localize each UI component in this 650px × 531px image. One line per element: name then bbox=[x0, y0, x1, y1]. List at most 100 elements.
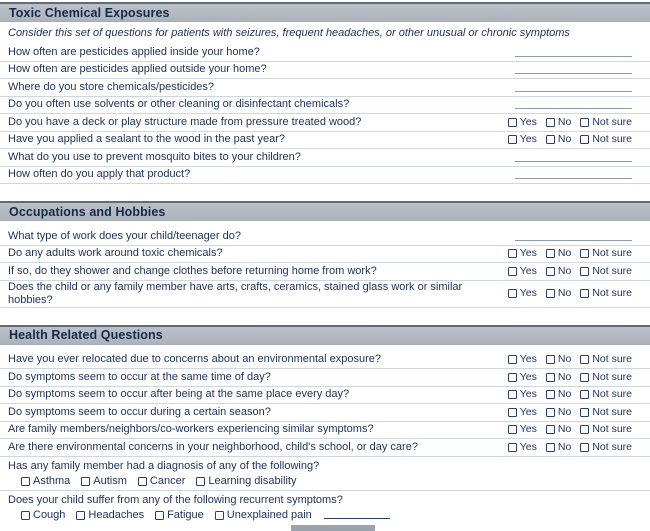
checkbox-icon[interactable] bbox=[580, 135, 590, 145]
checkbox-icon[interactable] bbox=[545, 117, 555, 127]
checklist-option[interactable]: Cough bbox=[21, 509, 65, 521]
answer-blank[interactable] bbox=[515, 90, 632, 92]
section-header: Toxic Chemical Exposures bbox=[0, 2, 650, 22]
choice-yes[interactable]: Yes bbox=[507, 389, 537, 400]
checkbox-icon[interactable] bbox=[580, 249, 590, 259]
choice-not-sure[interactable]: Not sure bbox=[580, 134, 632, 145]
checkbox-icon[interactable] bbox=[21, 510, 30, 520]
choice-not-sure[interactable]: Not sure bbox=[580, 389, 632, 400]
choice-no[interactable]: No bbox=[545, 389, 571, 400]
checkbox-icon[interactable] bbox=[580, 289, 590, 298]
choice-label: Yes bbox=[519, 115, 537, 128]
answer-blank[interactable] bbox=[515, 239, 632, 241]
choice-not-sure[interactable]: Not sure bbox=[580, 248, 632, 259]
checkbox-icon[interactable] bbox=[76, 510, 86, 520]
checkbox-icon[interactable] bbox=[507, 266, 517, 276]
checkbox-icon[interactable] bbox=[545, 407, 555, 417]
checkbox-icon[interactable] bbox=[196, 476, 206, 486]
choice-no[interactable]: No bbox=[545, 248, 571, 259]
checkbox-icon[interactable] bbox=[545, 390, 555, 400]
choice-yes[interactable]: Yes bbox=[507, 288, 537, 299]
checkbox-icon[interactable] bbox=[507, 390, 517, 400]
checkbox-icon[interactable] bbox=[507, 425, 517, 435]
checkbox-icon[interactable] bbox=[507, 355, 517, 365]
checklist-option[interactable]: Unexplained pain bbox=[214, 509, 312, 521]
answer-shaded-blank[interactable] bbox=[291, 525, 375, 531]
checklist-option[interactable]: Learning disability bbox=[196, 475, 296, 487]
choice-yes[interactable]: Yes bbox=[507, 424, 537, 435]
checkbox-icon[interactable] bbox=[580, 372, 590, 382]
choice-no[interactable]: No bbox=[545, 288, 571, 299]
choice-yes[interactable]: Yes bbox=[507, 353, 537, 366]
checkbox-icon[interactable] bbox=[580, 425, 590, 435]
checkbox-icon[interactable] bbox=[507, 117, 517, 127]
checkbox-icon[interactable] bbox=[545, 266, 555, 276]
choice-no[interactable]: No bbox=[545, 424, 571, 435]
choice-label: No bbox=[557, 440, 572, 453]
checkbox-icon[interactable] bbox=[21, 476, 30, 486]
checkbox-icon[interactable] bbox=[580, 117, 590, 127]
checklist-option[interactable]: Autism bbox=[81, 475, 127, 487]
checkbox-icon[interactable] bbox=[580, 266, 590, 276]
choice-not-sure[interactable]: Not sure bbox=[580, 354, 632, 365]
answer-blank[interactable] bbox=[515, 160, 632, 162]
checkbox-icon[interactable] bbox=[155, 510, 165, 520]
answer-blank[interactable] bbox=[515, 55, 632, 57]
checklist-option[interactable]: Cancer bbox=[137, 475, 185, 487]
choice-not-sure[interactable]: Not sure bbox=[580, 424, 632, 435]
checkbox-icon[interactable] bbox=[507, 249, 517, 259]
choice-yes[interactable]: Yes bbox=[507, 441, 537, 453]
choice-yes[interactable]: Yes bbox=[507, 248, 537, 259]
checkbox-icon[interactable] bbox=[137, 476, 147, 486]
checkbox-icon[interactable] bbox=[545, 135, 555, 145]
choice-no[interactable]: No bbox=[545, 265, 571, 277]
choice-no[interactable]: No bbox=[545, 134, 571, 145]
choice-no[interactable]: No bbox=[545, 405, 572, 418]
choice-not-sure[interactable]: Not sure bbox=[580, 288, 632, 299]
choice-yes[interactable]: Yes bbox=[507, 265, 537, 277]
choice-yes[interactable]: Yes bbox=[507, 115, 537, 128]
choice-label: Not sure bbox=[592, 405, 632, 418]
choice-not-sure[interactable]: Not sure bbox=[580, 265, 632, 277]
choice-not-sure[interactable]: Not sure bbox=[580, 441, 632, 453]
checkbox-icon[interactable] bbox=[507, 135, 517, 145]
checkbox-icon[interactable] bbox=[580, 390, 590, 400]
answer-blank[interactable] bbox=[515, 178, 632, 179]
answer-blank[interactable] bbox=[515, 73, 632, 74]
choice-no[interactable]: No bbox=[545, 440, 572, 453]
checkbox-icon[interactable] bbox=[507, 289, 517, 298]
choice-not-sure[interactable]: Not sure bbox=[580, 116, 632, 128]
choice-yes[interactable]: Yes bbox=[507, 371, 537, 383]
choice-not-sure[interactable]: Not sure bbox=[580, 371, 632, 383]
choice-yes[interactable]: Yes bbox=[507, 406, 537, 418]
checkbox-icon[interactable] bbox=[580, 442, 590, 452]
choice-not-sure[interactable]: Not sure bbox=[580, 405, 632, 418]
answer-blank[interactable] bbox=[515, 108, 632, 109]
checkbox-icon[interactable] bbox=[545, 249, 555, 259]
checkbox-icon[interactable] bbox=[507, 372, 517, 382]
choice-yes[interactable]: Yes bbox=[507, 134, 537, 145]
choice-no[interactable]: No bbox=[545, 116, 571, 128]
yes-no-choices: Yes No Not sure bbox=[507, 288, 632, 299]
choice-label: Yes bbox=[519, 353, 537, 366]
checklist-option[interactable]: Headaches bbox=[76, 508, 145, 521]
question-text: How often do you apply that product? bbox=[8, 168, 191, 181]
checkbox-icon[interactable] bbox=[545, 425, 555, 435]
answer-blank-inline[interactable] bbox=[323, 517, 390, 519]
checkbox-icon[interactable] bbox=[580, 407, 590, 417]
checkbox-icon[interactable] bbox=[545, 442, 555, 452]
choice-no[interactable]: No bbox=[545, 354, 571, 365]
checklist-option[interactable]: Fatigue bbox=[155, 509, 204, 521]
choice-label: No bbox=[557, 405, 572, 418]
checkbox-icon[interactable] bbox=[214, 510, 224, 520]
checkbox-icon[interactable] bbox=[580, 355, 590, 365]
choice-no[interactable]: No bbox=[545, 371, 571, 383]
checkbox-icon[interactable] bbox=[507, 442, 517, 452]
checkbox-icon[interactable] bbox=[507, 407, 517, 417]
checkbox-icon[interactable] bbox=[545, 289, 555, 298]
checkbox-icon[interactable] bbox=[545, 372, 555, 382]
option-label: Headaches bbox=[88, 508, 145, 521]
checkbox-icon[interactable] bbox=[81, 476, 91, 486]
checkbox-icon[interactable] bbox=[545, 355, 555, 365]
checklist-option[interactable]: Asthma bbox=[21, 475, 70, 487]
